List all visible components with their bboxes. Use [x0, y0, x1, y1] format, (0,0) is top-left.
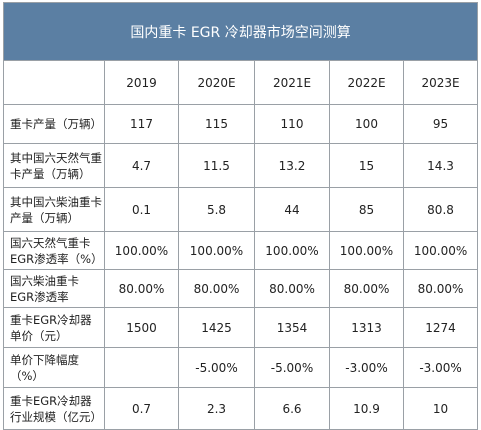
value-cell: 80.00%	[254, 269, 330, 308]
table-row: 重卡EGR冷却器行业规模（亿元） 0.7 2.3 6.6 10.9 10	[3, 387, 479, 430]
value-cell: 80.00%	[402, 269, 479, 308]
value-cell: 1354	[254, 307, 330, 348]
value-cell: 85	[329, 187, 404, 232]
table-row: 其中国六天然气重卡产量（万辆） 4.7 11.5 13.2 15 14.3	[3, 143, 479, 188]
value-cell: 10	[402, 387, 479, 430]
table-row: 其中国六柴油重卡产量（万辆） 0.1 5.8 44 85 80.8	[3, 187, 479, 232]
value-cell: 100	[329, 104, 404, 144]
value-cell: 1313	[329, 307, 404, 348]
table-row: 单价下降幅度（%） -5.00% -5.00% -3.00% -3.00%	[3, 347, 479, 388]
value-cell: 100.00%	[254, 231, 330, 270]
value-cell: 110	[254, 104, 330, 144]
row-label: 国六天然气重卡EGR渗透率（%）	[3, 231, 105, 270]
value-cell: 10.9	[329, 387, 404, 430]
table-row: 重卡EGR冷却器单价（元） 1500 1425 1354 1313 1274	[3, 307, 479, 348]
value-cell: 15	[329, 143, 404, 188]
table-body: 2019 2020E 2021E 2022E 2023E 重卡产量（万辆） 117…	[3, 60, 479, 430]
value-cell: 80.00%	[178, 269, 255, 308]
value-cell: 100.00%	[178, 231, 255, 270]
value-cell: 0.1	[104, 187, 179, 232]
table-row: 国六柴油重卡EGR渗透率 80.00% 80.00% 80.00% 80.00% 80.0…	[3, 269, 479, 308]
row-label: 其中国六柴油重卡产量（万辆）	[3, 187, 105, 232]
row-label: 重卡EGR冷却器单价（元）	[3, 307, 105, 348]
value-cell: 100.00%	[402, 231, 479, 270]
value-cell: 115	[178, 104, 255, 144]
value-cell: 13.2	[254, 143, 330, 188]
value-cell: 14.3	[402, 143, 479, 188]
row-label: 重卡产量（万辆）	[3, 104, 105, 144]
value-cell: -5.00%	[254, 347, 330, 388]
table-row: 国六天然气重卡EGR渗透率（%） 100.00% 100.00% 100.00% 100…	[3, 231, 479, 270]
year-header: 2023E	[402, 60, 479, 105]
value-cell: 80.00%	[104, 269, 179, 308]
table-title: 国内重卡 EGR 冷却器市场空间测算	[2, 2, 479, 61]
value-cell: 100.00%	[104, 231, 179, 270]
year-header: 2021E	[254, 60, 330, 105]
value-cell: -5.00%	[178, 347, 255, 388]
year-header: 2020E	[178, 60, 255, 105]
value-cell: 80.8	[402, 187, 479, 232]
value-cell: -3.00%	[402, 347, 479, 388]
value-cell: 95	[402, 104, 479, 144]
value-cell: 1500	[104, 307, 179, 348]
row-label: 单价下降幅度（%）	[3, 347, 105, 388]
value-cell: 80.00%	[329, 269, 404, 308]
value-cell: 1425	[178, 307, 255, 348]
value-cell: 117	[104, 104, 179, 144]
value-cell: 0.7	[104, 387, 179, 430]
value-cell: 6.6	[254, 387, 330, 430]
table-row: 重卡产量（万辆） 117 115 110 100 95	[3, 104, 479, 144]
row-label: 其中国六天然气重卡产量（万辆）	[3, 143, 105, 188]
value-cell: -3.00%	[329, 347, 404, 388]
header-row: 2019 2020E 2021E 2022E 2023E	[3, 60, 479, 105]
row-label: 重卡EGR冷却器行业规模（亿元）	[3, 387, 105, 430]
row-label: 国六柴油重卡EGR渗透率	[3, 269, 105, 308]
corner-cell	[3, 60, 105, 105]
year-header: 2019	[104, 60, 179, 105]
value-cell: 5.8	[178, 187, 255, 232]
value-cell	[104, 347, 179, 388]
value-cell: 4.7	[104, 143, 179, 188]
value-cell: 100.00%	[329, 231, 404, 270]
title-row: 国内重卡 EGR 冷却器市场空间测算	[2, 2, 479, 61]
value-cell: 11.5	[178, 143, 255, 188]
value-cell: 1274	[402, 307, 479, 348]
value-cell: 44	[254, 187, 330, 232]
value-cell: 2.3	[178, 387, 255, 430]
year-header: 2022E	[329, 60, 404, 105]
